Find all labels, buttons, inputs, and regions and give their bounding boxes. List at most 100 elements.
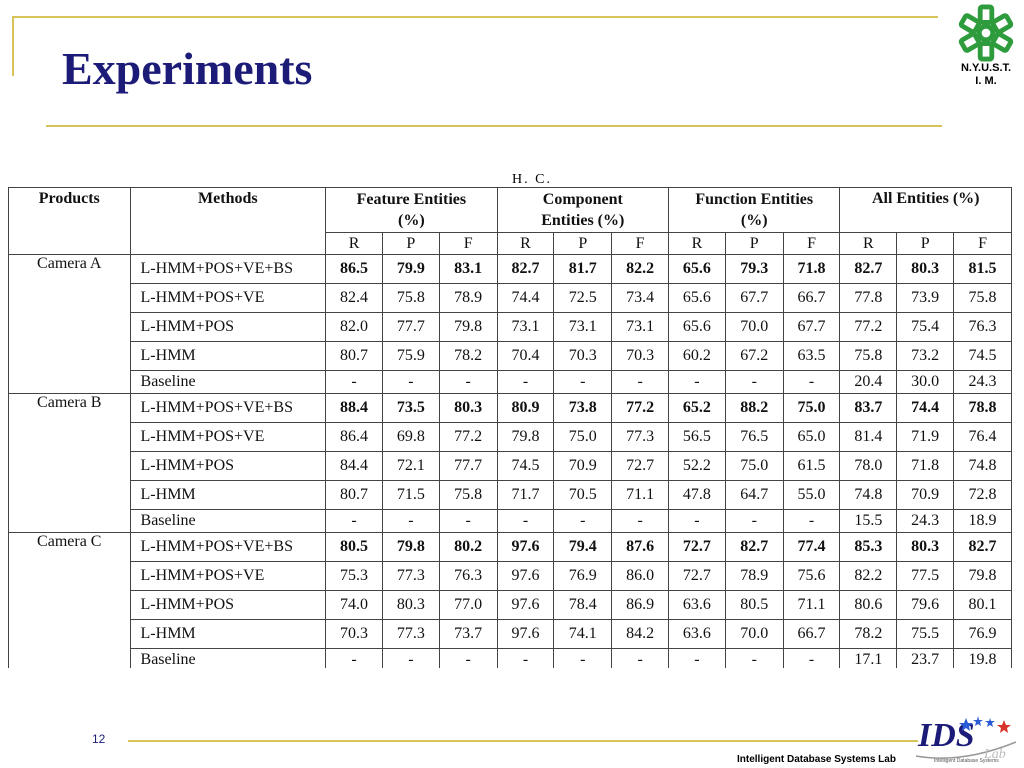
value-cell: 70.0 — [724, 312, 784, 342]
header-function-entities-line1: Function Entities — [695, 191, 814, 208]
value-cell: 75.0 — [724, 451, 784, 481]
value-cell: 74.5 — [496, 451, 555, 481]
value-cell: - — [668, 370, 726, 394]
slide-title: Experiments — [62, 43, 313, 94]
product-name: Camera C — [37, 533, 102, 550]
table-row: L-HMM+POS 84.4 72.1 77.7 74.5 70.9 72.7 52.2 75.… — [9, 451, 1012, 481]
method-cell: L-HMM — [129, 480, 327, 510]
subheader-p: P — [896, 232, 955, 255]
product-name: Camera B — [37, 394, 102, 411]
value-cell: - — [724, 370, 784, 394]
subheader-r: R — [839, 232, 898, 255]
header-feature-entities-line1: Feature Entities — [356, 191, 467, 208]
value-cell: 79.8 — [438, 312, 498, 342]
value-cell: 70.3 — [553, 341, 613, 371]
value-cell: 75.8 — [953, 283, 1012, 313]
subheader-f: F — [782, 232, 841, 255]
value-cell: - — [496, 509, 555, 533]
subheader-p: P — [724, 232, 784, 255]
value-cell: 67.7 — [782, 312, 841, 342]
title-frame-top-line — [12, 16, 938, 18]
value-cell: 74.4 — [896, 393, 955, 423]
table-row: L-HMM+POS 74.0 80.3 77.0 97.6 78.4 86.9 63.6 80.… — [9, 590, 1012, 620]
value-cell: 73.7 — [438, 619, 498, 649]
value-cell: 82.7 — [724, 532, 784, 562]
value-cell: 77.3 — [381, 561, 440, 591]
value-cell: 80.7 — [325, 341, 383, 371]
subheader-p: P — [381, 232, 440, 255]
method-cell: Baseline — [129, 509, 327, 533]
table-row: L-HMM+POS 82.0 77.7 79.8 73.1 73.1 73.1 65.6 70.… — [9, 312, 1012, 342]
method-cell: Baseline — [129, 370, 327, 394]
value-cell: 80.5 — [325, 532, 383, 562]
value-cell: 47.8 — [668, 480, 726, 510]
method-cell: L-HMM+POS — [129, 451, 327, 481]
table-row: Baseline - - - - - - - - -15.5 24.3 18.9 — [9, 509, 1012, 533]
value-cell: 71.1 — [611, 480, 670, 510]
method-cell: L-HMM+POS+VE — [129, 283, 327, 313]
value-cell: 78.0 — [839, 451, 898, 481]
value-cell: 65.6 — [668, 254, 726, 284]
value-cell: 80.3 — [438, 393, 498, 423]
value-cell: 76.5 — [724, 422, 784, 452]
value-cell: 74.8 — [953, 451, 1012, 481]
value-cell: 71.8 — [782, 254, 841, 284]
method-cell: L-HMM — [129, 619, 327, 649]
value-cell: 86.4 — [325, 422, 383, 452]
value-cell: 82.7 — [496, 254, 555, 284]
table-row: Baseline - - - - - - - - -17.1 23.7 19.8 — [9, 648, 1012, 668]
value-cell: - — [438, 648, 498, 668]
value-cell: 24.3 — [896, 509, 955, 533]
value-cell: 81.4 — [839, 422, 898, 452]
value-cell: 63.6 — [668, 590, 726, 620]
method-cell: L-HMM+POS+VE+BS — [129, 254, 327, 284]
value-cell: 97.6 — [496, 561, 555, 591]
value-cell: 73.8 — [553, 393, 613, 423]
value-cell: 79.6 — [896, 590, 955, 620]
value-cell: 87.6 — [611, 532, 670, 562]
value-cell: 97.6 — [496, 532, 555, 562]
product-cell: Camera C — [8, 532, 131, 668]
value-cell: 80.1 — [953, 590, 1012, 620]
footer-line — [128, 740, 918, 742]
subheader-r: R — [496, 232, 555, 255]
value-cell: - — [611, 370, 670, 394]
value-cell: 75.3 — [325, 561, 383, 591]
value-cell: 17.1 — [839, 648, 898, 668]
value-cell: 73.1 — [611, 312, 670, 342]
value-cell: 76.3 — [953, 312, 1012, 342]
subheader-f: F — [438, 232, 498, 255]
value-cell: 73.4 — [611, 283, 670, 313]
table-row: L-HMM 80.7 75.9 78.2 70.4 70.3 70.3 60.2 67.2 63.… — [9, 341, 1012, 371]
value-cell: 75.5 — [896, 619, 955, 649]
value-cell: 75.8 — [438, 480, 498, 510]
value-cell: 75.8 — [839, 341, 898, 371]
method-cell: L-HMM+POS — [129, 590, 327, 620]
value-cell: 78.2 — [839, 619, 898, 649]
value-cell: 73.2 — [896, 341, 955, 371]
value-cell: 80.7 — [325, 480, 383, 510]
title-frame-left-line — [12, 16, 14, 76]
value-cell: 23.7 — [896, 648, 955, 668]
value-cell: 74.1 — [553, 619, 613, 649]
value-cell: 75.0 — [782, 393, 841, 423]
value-cell: - — [325, 370, 383, 394]
value-cell: 70.4 — [496, 341, 555, 371]
value-cell: - — [724, 648, 784, 668]
value-cell: 82.0 — [325, 312, 383, 342]
value-cell: 80.3 — [896, 254, 955, 284]
table-row: L-HMM 80.7 71.5 75.8 71.7 70.5 71.1 47.8 64.7 55.… — [9, 480, 1012, 510]
method-cell: Baseline — [129, 648, 327, 668]
header-function-entities: Function Entities (%) — [668, 187, 841, 233]
value-cell: 83.1 — [438, 254, 498, 284]
value-cell: 72.7 — [668, 561, 726, 591]
value-cell: 80.9 — [496, 393, 555, 423]
value-cell: - — [381, 648, 440, 668]
subheader-f: F — [611, 232, 670, 255]
value-cell: 80.3 — [381, 590, 440, 620]
value-cell: - — [553, 370, 613, 394]
method-cell: L-HMM — [129, 341, 327, 371]
method-cell: L-HMM+POS+VE — [129, 422, 327, 452]
value-cell: 79.8 — [381, 532, 440, 562]
value-cell: 70.3 — [611, 341, 670, 371]
